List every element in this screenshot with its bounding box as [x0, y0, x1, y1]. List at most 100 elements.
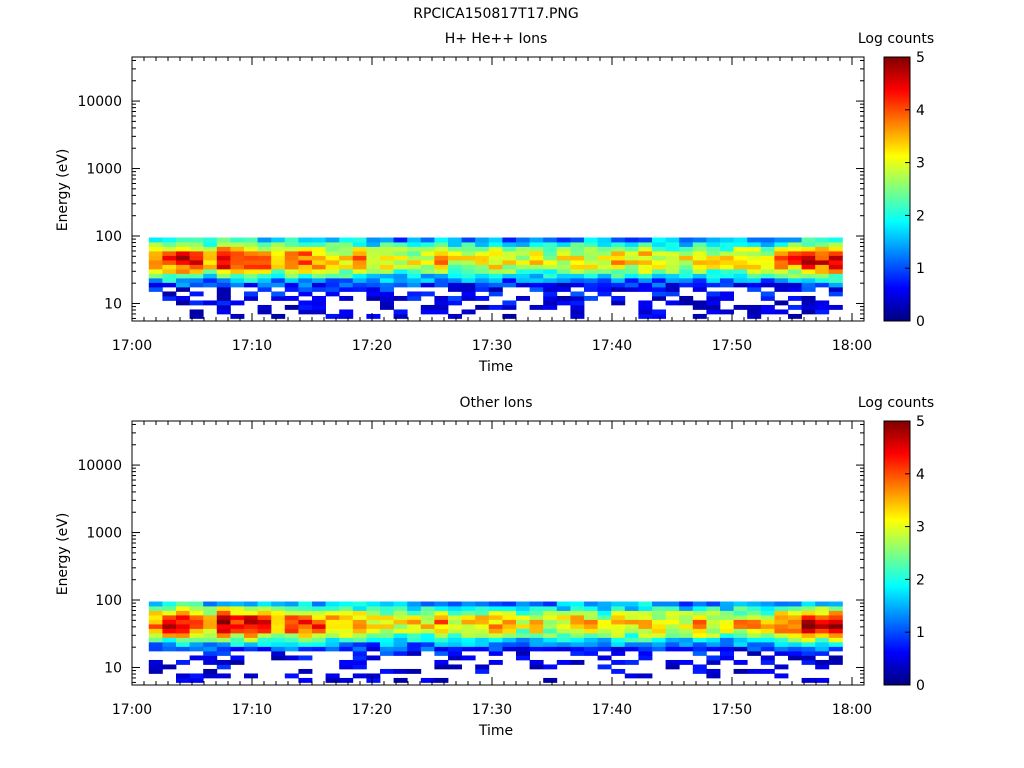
heatmap-cell: [257, 304, 272, 310]
heatmap-cell: [624, 286, 639, 292]
heatmap-cell: [176, 673, 190, 679]
heatmap-cell: [366, 677, 381, 683]
heatmap-cell: [148, 646, 163, 652]
heatmap-cell: [461, 641, 476, 647]
heatmap-cell: [216, 673, 231, 679]
heatmap-cell: [638, 304, 653, 310]
heatmap-cell: [407, 251, 422, 256]
heatmap-cell: [434, 304, 449, 310]
heatmap-cell: [461, 309, 476, 315]
heatmap-cell: [747, 632, 762, 638]
heatmap-cell: [475, 268, 490, 274]
heatmap-cell: [434, 295, 449, 301]
x-tick-label: 17:00: [112, 702, 152, 718]
heatmap-cell: [665, 268, 680, 274]
heatmap-cell: [543, 260, 558, 265]
panel-other-ions: Other Ions 17:00 17:10 17:20 17:30 17:40 17:5…: [55, 395, 934, 739]
heatmap-cell: [679, 255, 694, 261]
heatmap-cell: [529, 264, 544, 270]
heatmap-cell: [176, 282, 190, 288]
heatmap-cell: [298, 628, 313, 634]
heatmap-cell: [366, 641, 381, 647]
heatmap-cell: [665, 637, 680, 643]
heatmap-cell: [788, 286, 802, 292]
heatmap-cell: [570, 659, 585, 665]
y-tick-label: 10: [104, 296, 122, 312]
heatmap-cell: [774, 286, 789, 292]
heatmap-cell: [176, 255, 190, 261]
heatmap-cell: [244, 619, 258, 625]
heatmap-cell: [298, 264, 313, 270]
heatmap-cell: [747, 601, 762, 607]
heatmap-cell: [407, 632, 422, 638]
heatmap-cell: [162, 601, 177, 607]
heatmap-cell: [216, 610, 231, 616]
heatmap-cell: [162, 291, 177, 297]
heatmap-cell: [556, 246, 571, 252]
heatmap-cell: [393, 615, 408, 620]
heatmap-cell: [176, 300, 190, 306]
heatmap-cell: [529, 606, 544, 611]
heatmap-cell: [407, 601, 422, 607]
heatmap-cell: [407, 624, 422, 629]
heatmap-cell: [828, 304, 843, 310]
heatmap-cell: [312, 295, 326, 301]
heatmap-cell: [271, 628, 286, 634]
heatmap-cell: [407, 273, 422, 279]
heatmap-cell: [420, 260, 435, 265]
heatmap-cell: [556, 601, 571, 607]
heatmap-cell: [597, 601, 612, 607]
heatmap-cell: [176, 677, 190, 683]
heatmap-cell: [461, 637, 476, 643]
heatmap-cell: [556, 286, 571, 292]
x-tick-label: 17:40: [592, 702, 632, 718]
heatmap-cell: [448, 295, 462, 301]
heatmap-cell: [556, 268, 571, 274]
heatmap-cell: [597, 246, 612, 252]
heatmap-cell: [720, 237, 734, 243]
heatmap-cell: [652, 637, 666, 643]
x-tick-label: 17:20: [352, 338, 392, 354]
heatmap-cell: [706, 246, 721, 252]
heatmap-cell: [543, 237, 558, 243]
heatmap-cell: [284, 673, 299, 679]
heatmap-cell: [176, 260, 190, 265]
heatmap-cell: [543, 664, 558, 670]
heatmap-cell: [570, 641, 585, 647]
heatmap-cell: [284, 601, 299, 607]
heatmap-cell: [760, 655, 775, 661]
heatmap-cell: [543, 646, 558, 652]
heatmap-cell: [230, 313, 245, 319]
heatmap-cell: [298, 646, 313, 652]
heatmap-cell: [448, 610, 462, 616]
heatmap-cell: [148, 668, 163, 674]
heatmap-cell: [720, 309, 734, 315]
heatmap-cell: [652, 313, 666, 319]
heatmap-cell: [788, 242, 802, 247]
heatmap-cell: [461, 601, 476, 607]
heatmap-cell: [706, 641, 721, 647]
heatmap-cell: [434, 628, 449, 634]
heatmap-cell: [665, 606, 680, 611]
heatmap-cell: [556, 615, 571, 620]
heatmap-cell: [570, 615, 585, 620]
heatmap-cell: [597, 291, 612, 297]
heatmap-cell: [393, 601, 408, 607]
heatmap-cell: [162, 282, 177, 288]
heatmap-cell: [815, 260, 830, 265]
heatmap-cell: [230, 655, 245, 661]
heatmap-cell: [162, 277, 177, 283]
heatmap-cell: [203, 628, 218, 634]
heatmap-cell: [312, 251, 326, 256]
y-tick-label: 1000: [86, 162, 122, 178]
heatmap-cell: [597, 251, 612, 256]
heatmap-cell: [543, 619, 558, 625]
panel-title: H+ He++ Ions: [445, 31, 548, 47]
heatmap-cell: [570, 300, 585, 306]
heatmap-cell: [815, 619, 830, 625]
heatmap-cell: [325, 286, 340, 292]
heatmap-cell: [461, 286, 476, 292]
heatmap-cell: [665, 273, 680, 279]
heatmap-cell: [189, 282, 204, 288]
heatmap-cell: [747, 237, 762, 243]
